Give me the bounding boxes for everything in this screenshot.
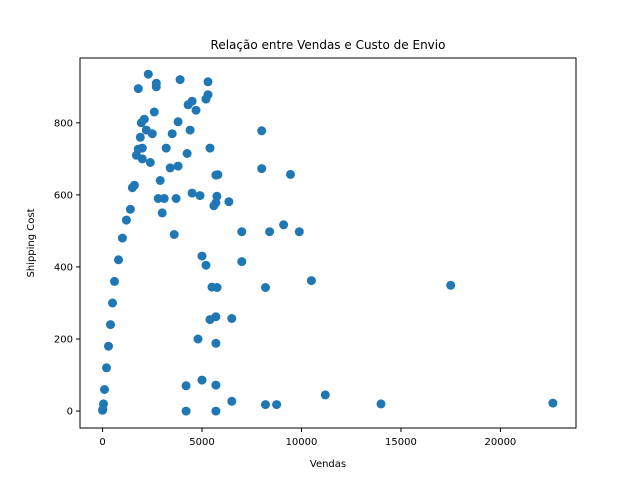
data-point: [224, 197, 234, 207]
data-point: [121, 215, 131, 225]
data-point: [175, 75, 185, 85]
data-point: [211, 170, 221, 180]
data-point: [294, 227, 304, 237]
data-point: [195, 191, 205, 201]
x-tick-label: 15000: [385, 437, 417, 448]
data-point: [135, 132, 145, 142]
data-point: [161, 143, 171, 153]
data-point: [181, 381, 191, 391]
x-tick-label: 10000: [286, 437, 318, 448]
data-point: [114, 255, 123, 265]
data-point: [209, 201, 219, 211]
y-tick-label: 400: [54, 262, 73, 273]
data-point: [205, 315, 215, 325]
data-point: [187, 188, 197, 198]
data-point: [272, 400, 282, 410]
data-point: [257, 164, 267, 174]
data-point: [149, 107, 159, 117]
data-point: [183, 100, 193, 110]
data-point: [201, 94, 211, 104]
y-tick-label: 0: [67, 407, 73, 418]
x-tick-label: 0: [99, 437, 105, 448]
data-point: [261, 283, 270, 292]
data-point: [211, 338, 221, 348]
data-point: [227, 396, 237, 406]
data-point: [98, 405, 107, 415]
data-point: [102, 363, 111, 373]
data-point: [153, 194, 163, 203]
data-point: [110, 276, 119, 286]
data-point: [151, 78, 161, 88]
y-tick-label: 800: [54, 118, 73, 129]
data-point: [201, 260, 211, 270]
data-point: [182, 149, 192, 158]
data-point: [141, 125, 151, 135]
data-point: [145, 158, 155, 167]
data-point: [320, 390, 330, 400]
y-axis-label: Shipping Cost: [26, 208, 37, 277]
data-point: [261, 400, 270, 410]
data-point: [257, 126, 267, 136]
data-point: [173, 117, 183, 127]
data-point: [157, 208, 167, 218]
data-point: [237, 257, 247, 267]
chart-title: Relação entre Vendas e Custo de Envio: [211, 38, 446, 52]
data-point: [117, 233, 127, 243]
data-point: [133, 84, 143, 94]
data-point: [306, 276, 316, 286]
data-point: [237, 227, 247, 237]
data-point: [165, 163, 175, 173]
data-point: [155, 176, 165, 185]
data-point: [197, 375, 207, 385]
data-point: [143, 69, 153, 79]
data-point: [191, 105, 201, 115]
data-point: [265, 227, 275, 237]
data-point: [286, 169, 295, 179]
data-point: [548, 398, 558, 408]
data-point: [125, 204, 135, 214]
data-point: [211, 380, 221, 390]
data-point: [227, 314, 237, 323]
data-point: [108, 298, 117, 308]
data-point: [169, 230, 179, 239]
x-tick-label: 5000: [189, 437, 214, 448]
data-point: [167, 129, 177, 139]
data-point: [197, 251, 207, 261]
x-tick-label: 20000: [484, 437, 516, 448]
data-point: [185, 125, 195, 135]
plot-points: [98, 69, 558, 416]
data-point: [203, 77, 213, 87]
data-point: [207, 282, 217, 292]
data-point: [104, 341, 113, 351]
plot-area-frame: [79, 57, 577, 429]
data-point: [193, 334, 203, 344]
data-point: [136, 118, 146, 128]
data-point: [279, 220, 289, 230]
y-tick-label: 600: [54, 190, 73, 201]
data-point: [100, 385, 109, 394]
data-point: [205, 143, 215, 153]
data-point: [173, 161, 183, 171]
data-point: [376, 399, 386, 409]
y-axis: 0 200 400 600 800: [54, 118, 80, 418]
data-point: [181, 406, 191, 416]
data-point: [171, 194, 181, 203]
data-point: [446, 280, 456, 290]
x-axis: 0 5000 10000 15000 20000: [99, 428, 516, 448]
y-tick-label: 200: [54, 335, 73, 346]
data-point: [127, 183, 137, 193]
data-point: [131, 150, 141, 160]
data-point: [106, 320, 115, 330]
x-axis-label: Vendas: [310, 459, 346, 470]
data-point: [211, 406, 221, 416]
